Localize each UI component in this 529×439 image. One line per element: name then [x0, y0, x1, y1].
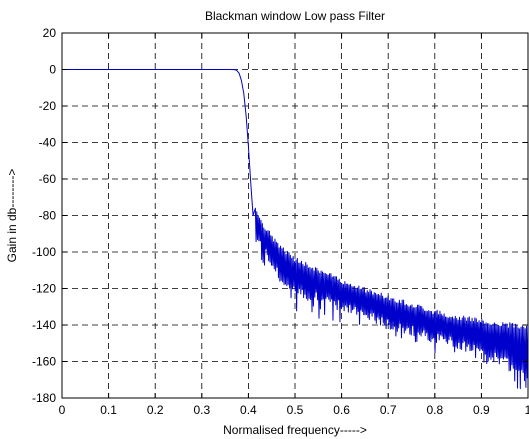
x-tick-label: 0.3 [193, 403, 210, 417]
tick-layer: 0 0.1 0.2 0.3 0.4 0.5 0.6 0.7 0.8 0.9 1 20 0 -20 -40 -6… [32, 26, 529, 417]
y-tick-label: -160 [32, 355, 56, 369]
y-tick-label: -180 [32, 391, 56, 405]
x-tick-label: 0.2 [147, 403, 164, 417]
y-axis-label: Gain in db--------> [5, 169, 19, 263]
x-tick-label: 0.5 [287, 403, 304, 417]
x-axis-label: Normalised frequency-----> [223, 423, 367, 437]
x-tick-label: 0 [59, 403, 66, 417]
y-tick-label: -140 [32, 318, 56, 332]
y-tick-label: -120 [32, 282, 56, 296]
y-tick-label: -60 [39, 172, 57, 186]
x-tick-label: 0.4 [240, 403, 257, 417]
y-tick-label: -100 [32, 245, 56, 259]
chart-title: Blackman window Low pass Filter [205, 9, 385, 23]
y-tick-label: 20 [43, 26, 57, 40]
y-tick-label: -40 [39, 136, 57, 150]
x-tick-label: 0.6 [333, 403, 350, 417]
x-tick-label: 0.1 [100, 403, 117, 417]
x-tick-label: 0.8 [426, 403, 443, 417]
y-tick-label: 0 [49, 63, 56, 77]
y-tick-label: -20 [39, 99, 57, 113]
series-line [62, 69, 529, 390]
x-tick-label: 1 [525, 403, 529, 417]
y-tick-label: -80 [39, 209, 57, 223]
grid-layer [62, 33, 528, 398]
line-layer [62, 69, 529, 390]
x-tick-label: 0.7 [380, 403, 397, 417]
x-tick-label: 0.9 [473, 403, 490, 417]
